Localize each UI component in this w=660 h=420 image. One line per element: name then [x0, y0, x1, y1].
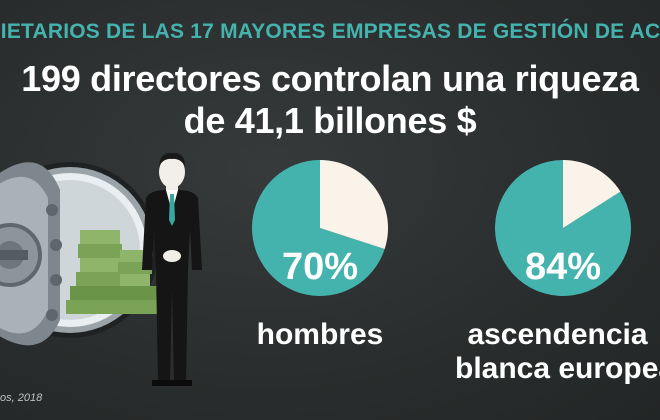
pie-1-slice-0: [252, 160, 385, 296]
pie-2-value-label: 84%: [524, 246, 602, 288]
vault-illustration: [0, 152, 202, 386]
cash-stack-icon: [66, 230, 164, 314]
pie-2-svg: [495, 160, 631, 296]
pie-1-slice-1: [320, 160, 388, 250]
kicker-title: PIETARIOS DE LAS 17 MAYORES EMPRESAS DE …: [0, 20, 660, 43]
pie-1-caption: hombres: [256, 318, 384, 351]
pie-2-caption-line-2: blanca europea: [455, 352, 660, 385]
headline-line-1: 199 directores controlan una riqueza: [21, 58, 639, 99]
pie-1-svg: [252, 160, 388, 296]
source-note: os, 2018: [0, 392, 43, 404]
headline: 199 directores controlan una riqueza de …: [0, 58, 660, 142]
pie-1-value-label: 70%: [281, 246, 359, 288]
pie-chart-1: 70% hombres: [250, 158, 390, 388]
pie-2-caption-line-1: ascendencia: [467, 318, 648, 351]
businessman-icon: [142, 152, 202, 386]
headline-line-2: de 41,1 billones $: [183, 100, 477, 141]
pie-chart-2: 84% ascendencia blanca europea: [455, 158, 660, 398]
pie-2-caption: ascendencia blanca europea: [455, 318, 660, 386]
pie-2-slice-1: [563, 160, 621, 228]
